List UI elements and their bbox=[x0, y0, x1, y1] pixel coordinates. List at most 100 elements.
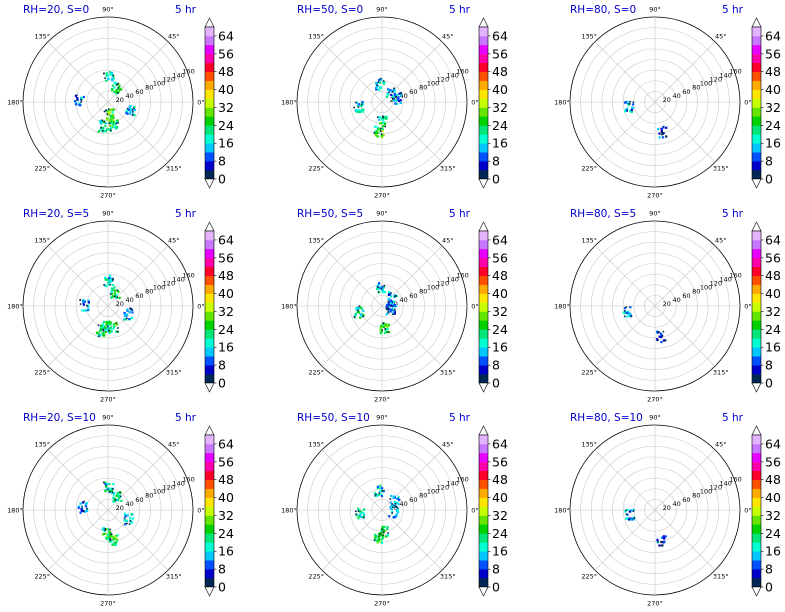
radial-tick-label: 20 bbox=[663, 504, 671, 512]
data-pixel bbox=[382, 124, 385, 128]
panel-title: RH=20, S=10 bbox=[23, 412, 96, 424]
data-pixel bbox=[394, 102, 397, 105]
colorbar-segment bbox=[752, 497, 761, 507]
angle-tick-label: 135° bbox=[34, 237, 50, 245]
angular-gridline bbox=[321, 449, 383, 511]
radial-tick-label: 120 bbox=[437, 280, 449, 288]
data-pixel bbox=[379, 77, 382, 80]
data-pixel bbox=[74, 94, 77, 97]
colorbar-tick-label: 24 bbox=[492, 118, 508, 133]
colorbar-extend-max bbox=[751, 17, 762, 28]
data-pixel bbox=[113, 325, 116, 328]
data-pixel bbox=[382, 322, 384, 325]
data-pixel bbox=[108, 283, 111, 286]
data-pixel bbox=[629, 306, 632, 309]
data-pixel bbox=[100, 326, 103, 329]
colorbar-segment bbox=[752, 569, 761, 579]
data-pixel bbox=[380, 541, 384, 544]
colorbar-segment bbox=[205, 107, 214, 117]
colorbar-segment bbox=[752, 98, 761, 108]
colorbar-segment bbox=[479, 560, 488, 570]
data-pixel bbox=[395, 514, 398, 517]
data-cluster bbox=[388, 505, 400, 519]
colorbar-tick-label: 32 bbox=[492, 100, 508, 115]
data-pixel bbox=[386, 327, 389, 331]
colorbar-extend-min bbox=[478, 178, 489, 189]
data-pixel bbox=[108, 538, 111, 541]
colorbar-segment bbox=[752, 515, 761, 525]
data-cluster bbox=[373, 125, 385, 139]
colorbar-tick-label: 56 bbox=[765, 250, 781, 265]
data-pixel bbox=[381, 129, 384, 133]
data-pixel bbox=[393, 505, 396, 507]
data-pixel bbox=[112, 497, 115, 500]
data-cluster bbox=[79, 299, 90, 312]
colorbar-tick-label: 40 bbox=[765, 286, 781, 301]
panel-title: RH=50, S=5 bbox=[297, 208, 363, 220]
colorbar-tick-label: 64 bbox=[218, 232, 234, 247]
data-pixel bbox=[125, 519, 128, 522]
data-pixel bbox=[358, 513, 361, 516]
data-pixel bbox=[374, 533, 377, 536]
colorbar-segment bbox=[205, 506, 214, 516]
data-pixel bbox=[110, 129, 112, 131]
colorbar-extend-min bbox=[751, 586, 762, 597]
data-pixel bbox=[360, 307, 363, 310]
colorbar-segment bbox=[752, 53, 761, 64]
data-pixel bbox=[87, 301, 90, 304]
data-pixel bbox=[111, 491, 114, 494]
colorbar-segment bbox=[752, 257, 761, 268]
colorbar-tick-label: 64 bbox=[765, 28, 781, 43]
data-pixel bbox=[114, 541, 117, 544]
data-pixel bbox=[113, 86, 116, 89]
data-pixel bbox=[111, 77, 114, 80]
angle-tick-label: 180° bbox=[281, 507, 297, 515]
colorbar-segment bbox=[752, 44, 761, 55]
data-cluster bbox=[77, 500, 89, 514]
radial-tick-label: 80 bbox=[692, 84, 700, 92]
colorbar-tick-label: 0 bbox=[492, 172, 500, 187]
data-pixel bbox=[82, 309, 85, 312]
radial-tick-label: 120 bbox=[163, 484, 175, 492]
angular-gridline bbox=[594, 101, 656, 163]
polar-panel: 0°45°90°135°180°225°270°315°204060801001… bbox=[554, 208, 781, 404]
colorbar-extend-min bbox=[204, 178, 215, 189]
data-pixel bbox=[104, 529, 106, 532]
colorbar-segment bbox=[205, 569, 214, 579]
data-pixel bbox=[355, 308, 358, 311]
data-pixel bbox=[384, 529, 387, 532]
panel-title: RH=50, S=0 bbox=[297, 4, 363, 16]
colorbar-segment bbox=[752, 338, 761, 348]
angular-gridline bbox=[321, 41, 383, 103]
data-cluster bbox=[109, 286, 121, 299]
data-pixel bbox=[381, 285, 384, 288]
polar-panel: 0°45°90°135°180°225°270°315°204060801001… bbox=[554, 412, 781, 608]
colorbar-tick-label: 8 bbox=[492, 154, 500, 169]
colorbar-tick-label: 24 bbox=[492, 322, 508, 337]
data-pixel bbox=[108, 328, 111, 331]
colorbar-tick-label: 24 bbox=[765, 118, 781, 133]
data-pixel bbox=[102, 330, 105, 332]
data-pixel bbox=[100, 120, 103, 124]
colorbar-segment bbox=[205, 27, 214, 37]
data-pixel bbox=[357, 311, 361, 314]
colorbar-extend-min bbox=[478, 586, 489, 597]
colorbar-segment bbox=[205, 302, 214, 312]
colorbar-tick-label: 56 bbox=[765, 454, 781, 469]
angle-tick-label: 315° bbox=[166, 368, 182, 376]
data-pixel bbox=[383, 531, 385, 534]
colorbar-tick-label: 40 bbox=[765, 82, 781, 97]
radial-tick-label: 40 bbox=[672, 296, 680, 304]
data-pixel bbox=[376, 494, 379, 497]
radial-tick-label: 40 bbox=[672, 92, 680, 100]
colorbar-segment bbox=[205, 62, 214, 72]
colorbar-segment bbox=[479, 107, 488, 117]
data-pixel bbox=[377, 116, 379, 118]
data-pixel bbox=[357, 517, 360, 520]
data-pixel bbox=[103, 72, 105, 75]
data-pixel bbox=[103, 527, 106, 530]
data-pixel bbox=[109, 115, 112, 119]
data-pixel bbox=[357, 309, 360, 312]
data-pixel bbox=[112, 537, 115, 540]
colorbar-tick-label: 32 bbox=[218, 508, 234, 523]
